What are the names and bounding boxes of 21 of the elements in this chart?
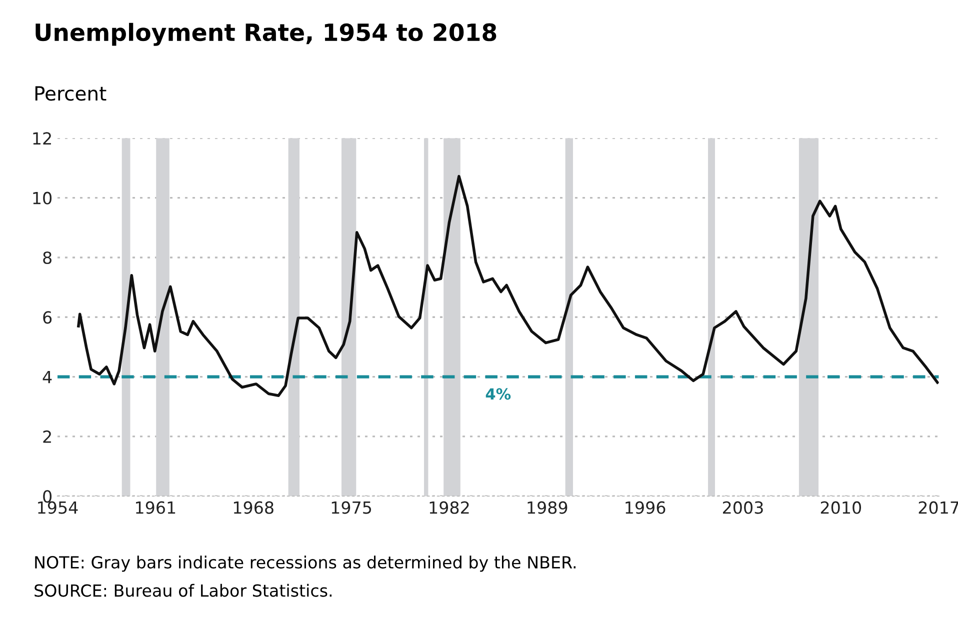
chart-title: Unemployment Rate, 1954 to 2018 — [36, 22, 496, 46]
source-note: SOURCE: Bureau of Labor Statistics. — [34, 584, 332, 597]
x-tick-label: 1996 — [626, 501, 666, 514]
x-tick-label: 1961 — [136, 501, 176, 514]
y-axis-title: Percent — [35, 86, 106, 101]
ref-line-label: 4% — [486, 388, 511, 400]
x-tick-label: 1982 — [430, 501, 469, 514]
y-tick-label: 6 — [43, 311, 52, 324]
y-tick-label: 10 — [33, 192, 52, 204]
x-tick-label: 1954 — [38, 501, 78, 514]
x-tick-label: 2003 — [722, 501, 763, 514]
x-tick-label: 1989 — [528, 501, 568, 514]
text: NOTE: Gray bars indicate recessions as determined by the NBER. — [35, 556, 576, 572]
y-tick-label: 8 — [43, 251, 52, 264]
x-tick-label: 1975 — [332, 501, 372, 514]
y-tick-label: 12 — [33, 132, 51, 144]
y-tick-label: 2 — [43, 430, 51, 443]
x-tick-label: 1968 — [234, 501, 274, 514]
x-tick-label: 2010 — [820, 501, 862, 514]
y-tick-label: 0 — [43, 490, 52, 503]
y-tick-label: 4 — [42, 370, 52, 384]
